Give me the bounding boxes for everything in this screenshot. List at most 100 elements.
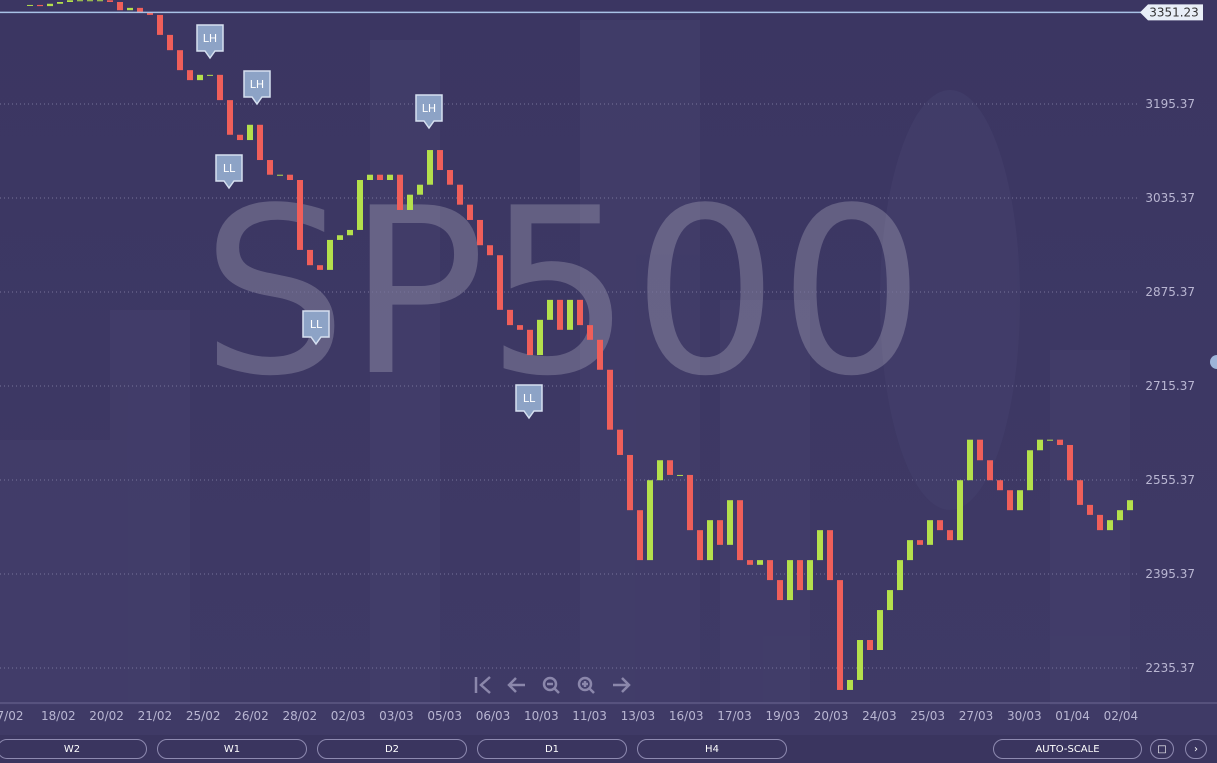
x-tick-label: 16/03 <box>669 709 704 723</box>
zoom-in[interactable] <box>577 676 595 694</box>
candle <box>527 329 533 356</box>
scroll-left[interactable] <box>507 677 525 693</box>
candle <box>67 0 73 2</box>
candle <box>987 460 993 481</box>
candle <box>337 235 343 240</box>
candle <box>957 480 963 541</box>
candle <box>857 640 863 680</box>
timeframe-button[interactable]: W1 <box>157 739 307 759</box>
candle <box>787 560 793 601</box>
annotation-label: LL <box>523 392 536 405</box>
candle <box>847 679 853 690</box>
x-tick-label: 21/02 <box>138 709 173 723</box>
candle <box>967 439 973 481</box>
candle <box>497 255 503 310</box>
y-tick-label: 2555.37 <box>1145 473 1195 487</box>
timeframe-button[interactable]: D1 <box>477 739 627 759</box>
candle <box>367 174 373 181</box>
x-tick-label: 18/02 <box>41 709 76 723</box>
y-tick-label: 2235.37 <box>1145 661 1195 675</box>
candle <box>247 124 253 141</box>
timeframe-button[interactable]: W2 <box>0 739 147 759</box>
candle <box>1087 504 1093 515</box>
candle <box>887 590 893 611</box>
candle <box>1047 439 1053 441</box>
current-price-tag <box>1140 4 1203 21</box>
candle <box>217 74 223 101</box>
candle <box>577 299 583 326</box>
annotation-label: LL <box>223 162 236 175</box>
candle <box>377 174 383 181</box>
candle <box>807 560 813 591</box>
candle <box>257 124 263 161</box>
candle <box>687 474 693 531</box>
candle <box>117 1 123 11</box>
candle <box>737 500 743 561</box>
candle <box>417 184 423 195</box>
candle <box>567 299 573 330</box>
timeframe-button[interactable]: D2 <box>317 739 467 759</box>
candle <box>137 7 143 12</box>
candle <box>667 460 673 475</box>
candle <box>267 160 273 175</box>
lock-button[interactable]: □ <box>1150 739 1174 759</box>
candle <box>917 540 923 545</box>
candle <box>877 610 883 651</box>
candle <box>627 454 633 511</box>
candle <box>427 150 433 185</box>
annotation-marker <box>215 154 243 190</box>
y-tick-label: 2395.37 <box>1145 567 1195 581</box>
side-handle[interactable] <box>1210 355 1217 369</box>
x-tick-label: 17/03 <box>717 709 752 723</box>
timeframe-button[interactable]: H4 <box>637 739 787 759</box>
candle <box>1057 439 1063 445</box>
candle <box>347 229 353 236</box>
auto-scale-button[interactable]: AUTO-SCALE <box>993 739 1142 759</box>
candle <box>1127 500 1133 511</box>
candle <box>697 530 703 561</box>
candle <box>837 580 843 690</box>
go-start[interactable] <box>474 676 491 694</box>
annotation-marker <box>302 310 330 346</box>
candle <box>387 174 393 181</box>
candle <box>457 184 463 205</box>
candle <box>77 0 83 2</box>
candle <box>187 70 193 81</box>
navigation <box>474 676 631 694</box>
chart: SP500 2235.37 2395.37 2555.37 2715.37 2875.3… <box>0 0 1217 735</box>
candle <box>87 0 93 2</box>
candle <box>977 439 983 461</box>
candle <box>557 299 563 330</box>
candle <box>57 1 63 4</box>
x-tick-label: 27/03 <box>959 709 994 723</box>
x-tick-label: 01/04 <box>1055 709 1090 723</box>
candle <box>717 520 723 545</box>
scroll-right[interactable] <box>613 677 631 693</box>
candle <box>937 520 943 531</box>
next-button[interactable]: › <box>1185 739 1207 759</box>
candle <box>147 11 153 15</box>
candle <box>817 530 823 561</box>
watermark: SP500 <box>201 160 925 427</box>
zoom-out[interactable] <box>542 676 560 694</box>
candle <box>767 560 773 581</box>
x-tick-label: 20/02 <box>89 709 124 723</box>
y-tick-label: 3195.37 <box>1145 97 1195 111</box>
candle <box>1077 480 1083 505</box>
candle <box>307 249 313 266</box>
candle <box>407 194 413 210</box>
candle <box>607 369 613 430</box>
candle <box>197 74 203 81</box>
candle <box>797 560 803 591</box>
candle <box>547 299 553 320</box>
x-tick-label: 13/03 <box>621 709 656 723</box>
candle <box>747 560 753 565</box>
candle <box>227 100 233 135</box>
candle <box>1027 450 1033 491</box>
candle <box>277 174 283 176</box>
candle <box>447 170 453 185</box>
candle <box>317 265 323 270</box>
annotation-label: LL <box>310 318 323 331</box>
x-tick-label: 02/04 <box>1104 709 1139 723</box>
x-tick-label: 26/02 <box>234 709 269 723</box>
